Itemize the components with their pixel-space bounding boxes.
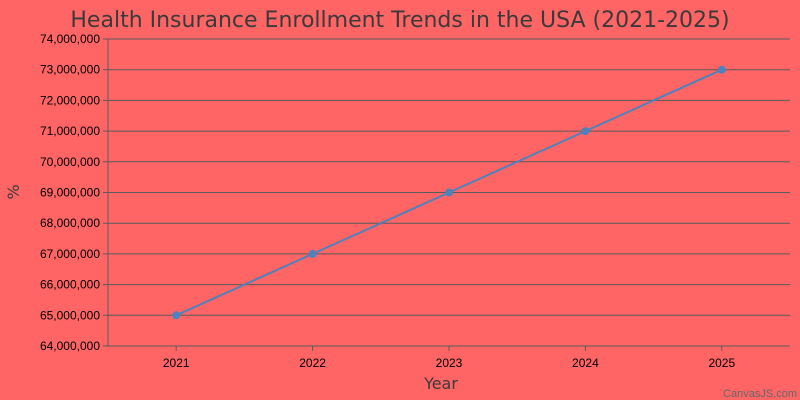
y-tick-label: 68,000,000	[40, 216, 100, 230]
y-tick-label: 65,000,000	[40, 308, 100, 322]
credit-link[interactable]: CanvasJS.com	[723, 388, 797, 400]
x-axis-ticks: 2021 2022 2023 2024 2025	[163, 346, 735, 370]
y-tick-label: 64,000,000	[40, 339, 100, 353]
y-tick-label: 70,000,000	[40, 155, 100, 169]
x-tick-label: 2025	[708, 356, 735, 370]
x-tick-label: 2023	[436, 356, 463, 370]
chart-title: Health Insurance Enrollment Trends in th…	[70, 8, 729, 33]
y-tick-label: 73,000,000	[40, 63, 100, 77]
data-point[interactable]	[581, 127, 590, 136]
y-axis-ticks: 64,000,000 65,000,000 66,000,000 67,000,000…	[40, 32, 108, 353]
y-tick-label: 74,000,000	[40, 32, 100, 46]
data-point[interactable]	[445, 188, 453, 197]
data-point[interactable]	[717, 65, 726, 74]
x-tick-label: 2021	[163, 356, 190, 370]
y-tick-label: 66,000,000	[40, 278, 100, 292]
grid-lines	[108, 38, 790, 316]
x-tick-label: 2024	[572, 356, 599, 370]
y-axis-title: %	[4, 184, 23, 199]
y-tick-label: 71,000,000	[40, 124, 100, 138]
y-tick-label: 72,000,000	[40, 93, 100, 107]
series-line	[172, 65, 726, 320]
y-tick-label: 69,000,000	[40, 186, 100, 200]
y-tick-label: 67,000,000	[40, 247, 100, 261]
axes	[107, 39, 790, 347]
data-point[interactable]	[172, 311, 181, 320]
x-axis-title: Year	[423, 374, 458, 393]
x-tick-label: 2022	[299, 356, 326, 370]
data-point[interactable]	[308, 249, 317, 258]
